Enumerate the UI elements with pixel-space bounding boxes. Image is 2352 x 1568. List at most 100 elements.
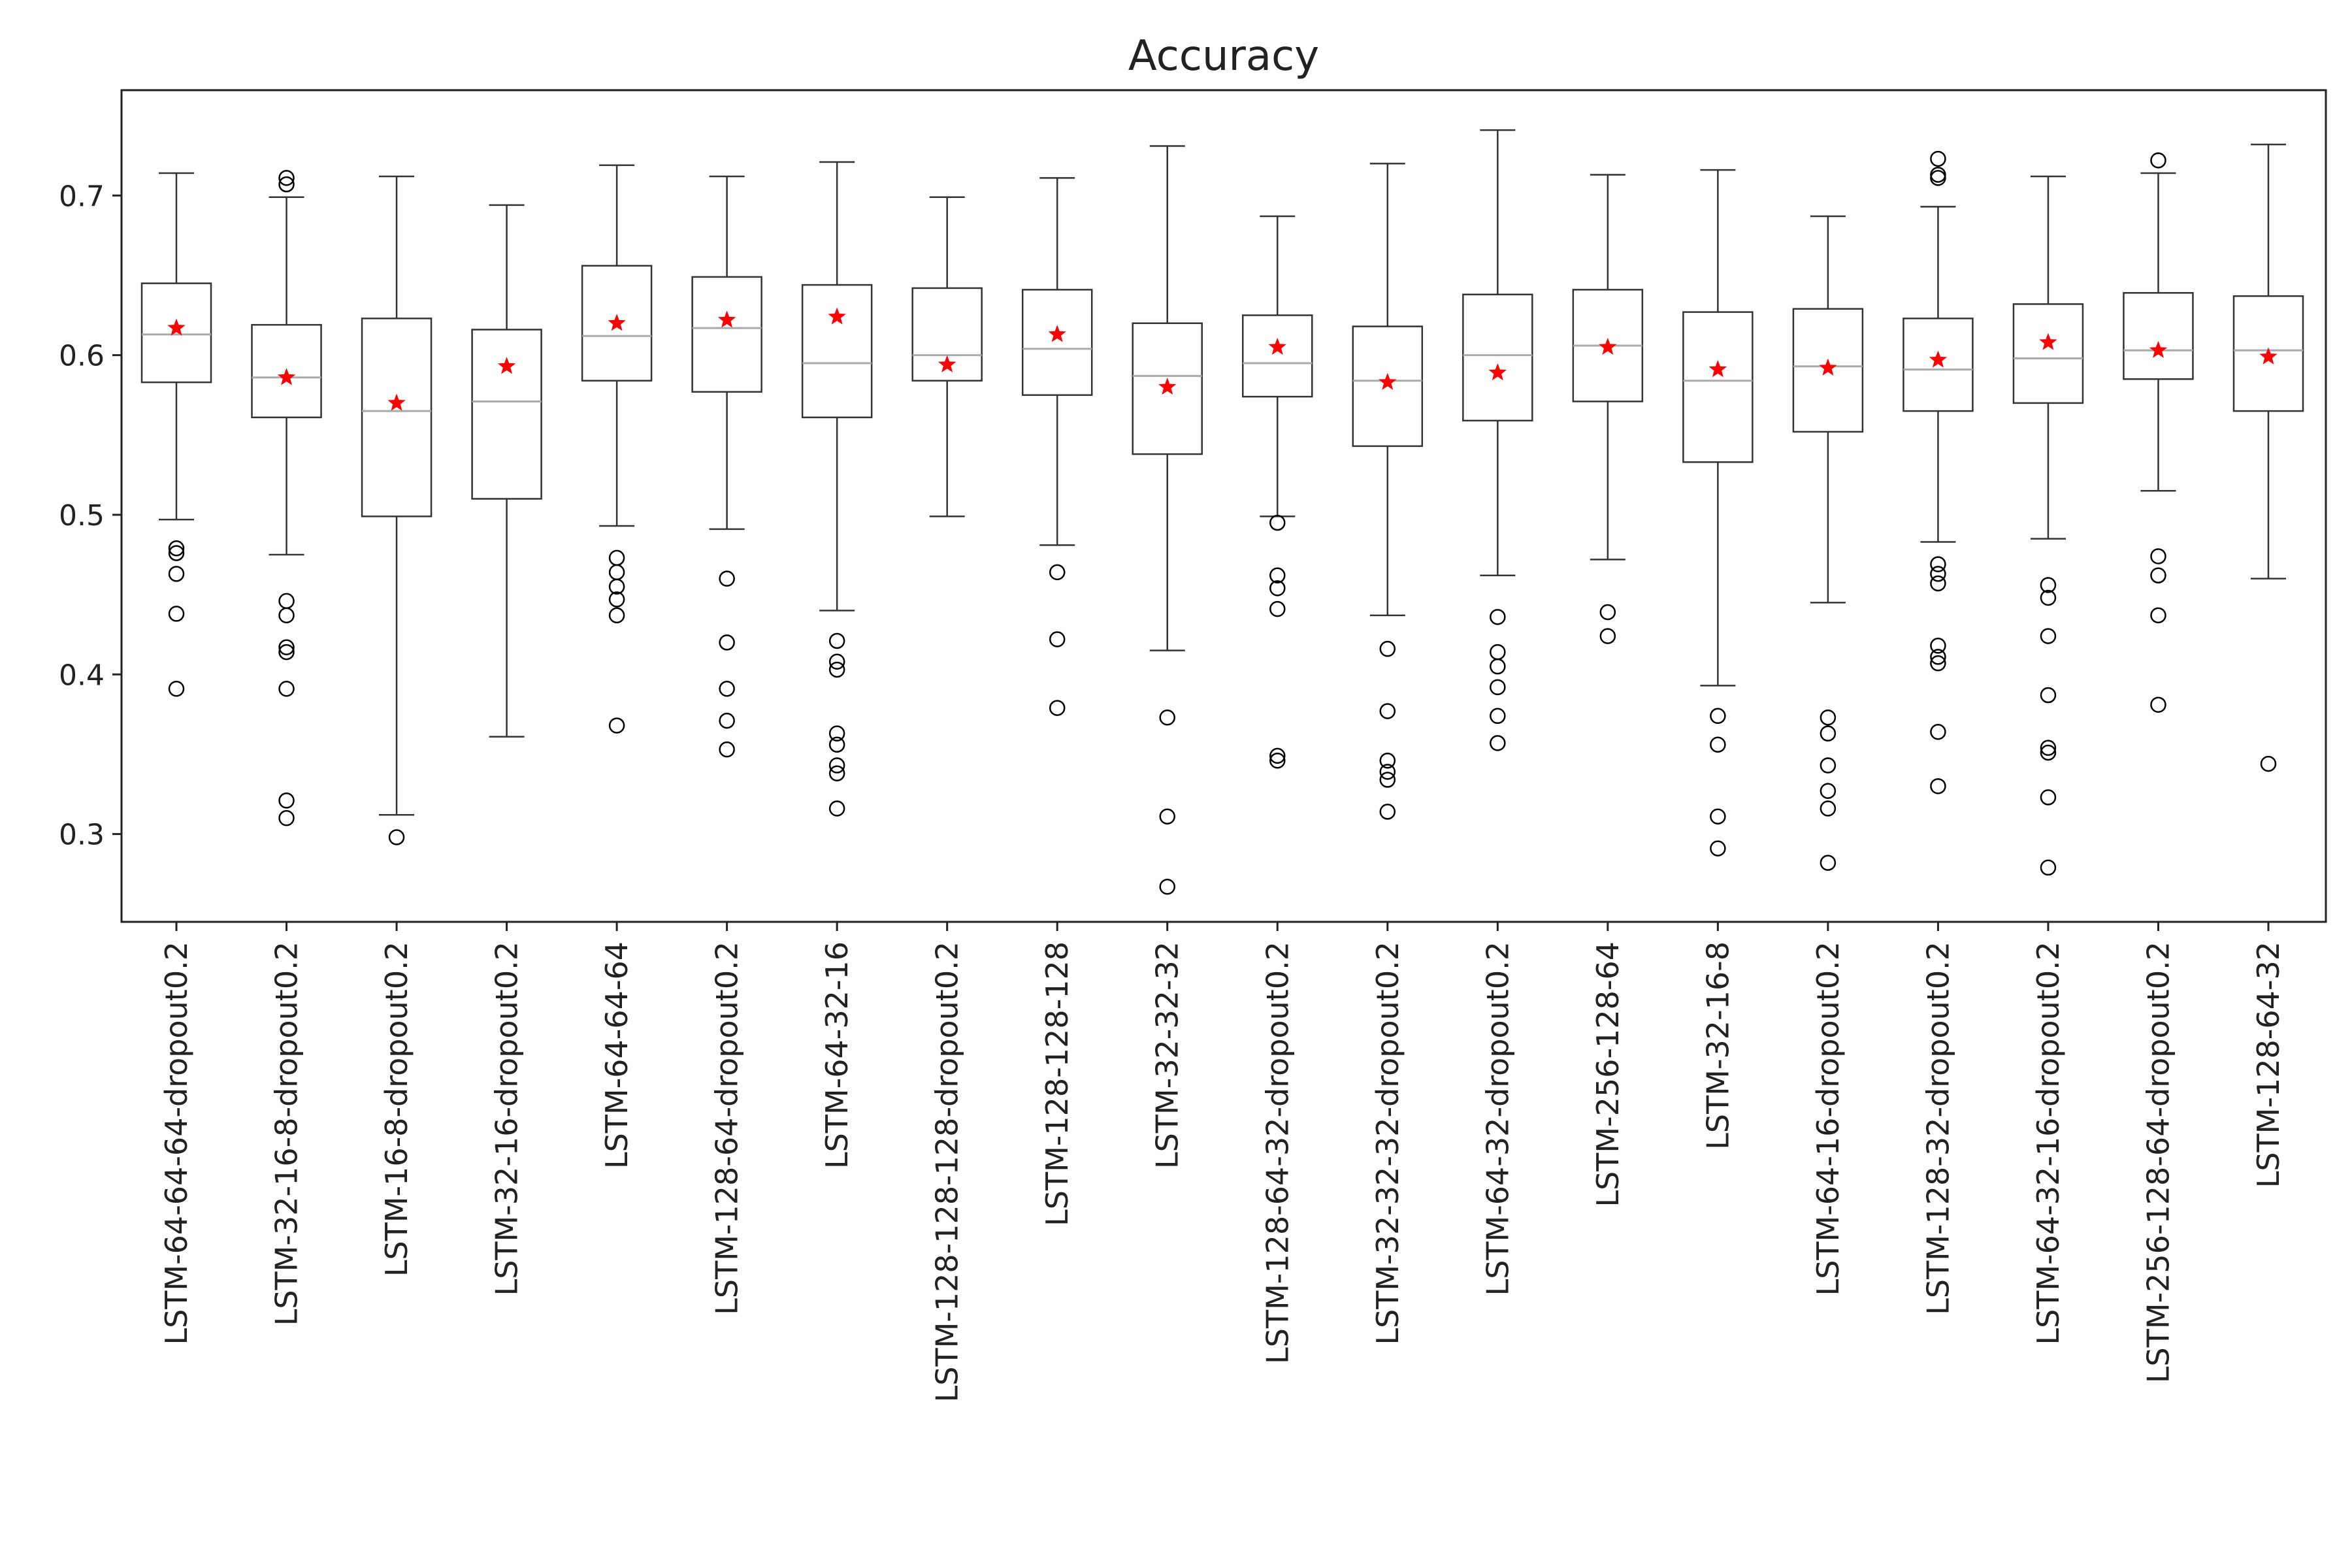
outlier-point (278, 593, 295, 610)
y-tick-label: 0.5 (59, 499, 105, 532)
box (581, 265, 653, 382)
y-tick-label: 0.6 (59, 340, 105, 373)
box (140, 282, 212, 384)
outlier-point (2040, 687, 2057, 704)
outlier-point (1930, 649, 1946, 665)
outlier-point (1379, 640, 1396, 657)
x-category-label: LSTM-32-32-32-dropout0.2 (1370, 941, 1405, 1345)
box (691, 276, 762, 393)
outlier-point (1159, 709, 1175, 726)
outlier-point (168, 681, 185, 697)
x-category-label: LSTM-128-64-dropout0.2 (710, 941, 745, 1315)
mean-marker (1488, 363, 1507, 381)
mean-marker (1708, 360, 1727, 378)
y-tick-label: 0.3 (59, 819, 105, 852)
outlier-point (828, 653, 845, 670)
outlier-point (828, 661, 845, 678)
x-category-label: LSTM-32-16-8-dropout0.2 (269, 941, 304, 1326)
outlier-point (608, 564, 625, 581)
mean-marker (1268, 337, 1286, 355)
outlier-point (278, 176, 295, 193)
x-category-label: LSTM-32-16-dropout0.2 (489, 941, 525, 1296)
box (361, 318, 433, 517)
outlier-point (1379, 772, 1396, 788)
x-category-label: LSTM-64-32-16-dropout0.2 (2031, 941, 2066, 1345)
outlier-point (1710, 808, 1726, 825)
outlier-point (168, 540, 185, 557)
outlier-point (1930, 150, 1946, 167)
outlier-point (2150, 696, 2166, 713)
outlier-point (1930, 170, 1946, 186)
plot-frame (120, 89, 2327, 923)
outlier-point (1269, 600, 1286, 617)
box (1903, 318, 1974, 412)
outlier-point (2150, 607, 2166, 624)
box (251, 323, 322, 419)
outlier-point (1820, 709, 1837, 726)
outlier-point (828, 757, 845, 774)
mean-marker (1158, 378, 1177, 395)
outlier-point (2040, 859, 2057, 876)
y-tick-label: 0.7 (59, 180, 105, 213)
x-category-label: LSTM-128-64-32-dropout0.2 (1260, 941, 1295, 1364)
outlier-point (608, 549, 625, 566)
outlier-point (2040, 744, 2057, 761)
outlier-point (278, 809, 295, 826)
outlier-point (1599, 604, 1616, 621)
outlier-point (1710, 708, 1726, 725)
outlier-point (1930, 655, 1946, 672)
box (2232, 295, 2304, 412)
outlier-point (1930, 575, 1946, 592)
mean-marker (2259, 347, 2278, 365)
box (911, 287, 983, 382)
outlier-point (1379, 764, 1396, 780)
outlier-point (278, 607, 295, 624)
outlier-point (608, 578, 625, 595)
box (801, 284, 873, 419)
outlier-point (1269, 580, 1286, 596)
outlier-point (2150, 152, 2166, 169)
outlier-point (278, 644, 295, 661)
box (2012, 303, 2084, 404)
x-category-label: LSTM-64-64-64-dropout0.2 (159, 941, 194, 1345)
outlier-point (2150, 548, 2166, 564)
box (1242, 314, 1313, 398)
outlier-point (719, 712, 735, 729)
outlier-point (1379, 804, 1396, 820)
outlier-point (1049, 631, 1066, 647)
outlier-point (2040, 589, 2057, 606)
mean-marker (2039, 333, 2057, 350)
box (1462, 293, 1533, 422)
outlier-point (2040, 740, 2057, 756)
outlier-point (1159, 808, 1175, 825)
outlier-point (1820, 800, 1837, 817)
outlier-point (828, 765, 845, 782)
outlier-point (1379, 752, 1396, 769)
outlier-point (278, 681, 295, 697)
outlier-point (608, 717, 625, 734)
x-category-label: LSTM-32-32-32 (1150, 941, 1185, 1169)
outlier-point (1049, 564, 1066, 581)
outlier-point (1490, 708, 1506, 725)
x-category-label: LSTM-128-128-128 (1039, 941, 1075, 1226)
x-category-label: LSTM-128-32-dropout0.2 (1920, 941, 1955, 1315)
outlier-point (719, 634, 735, 651)
x-category-label: LSTM-16-8-dropout0.2 (379, 941, 414, 1277)
outlier-point (1490, 644, 1506, 661)
x-category-label: LSTM-64-32-dropout0.2 (1480, 941, 1515, 1296)
outlier-point (1930, 778, 1946, 794)
mean-marker (1929, 350, 1948, 368)
outlier-point (1269, 514, 1286, 531)
outlier-point (1269, 567, 1286, 584)
box (471, 329, 542, 500)
mean-marker (1048, 325, 1066, 342)
mean-marker (387, 393, 406, 411)
outlier-point (278, 792, 295, 809)
box (1352, 325, 1424, 448)
outlier-point (1930, 556, 1946, 572)
y-tick-label: 0.4 (59, 659, 105, 692)
outlier-point (278, 170, 295, 186)
box (1021, 289, 1093, 396)
x-category-label: LSTM-128-64-32 (2251, 941, 2286, 1188)
